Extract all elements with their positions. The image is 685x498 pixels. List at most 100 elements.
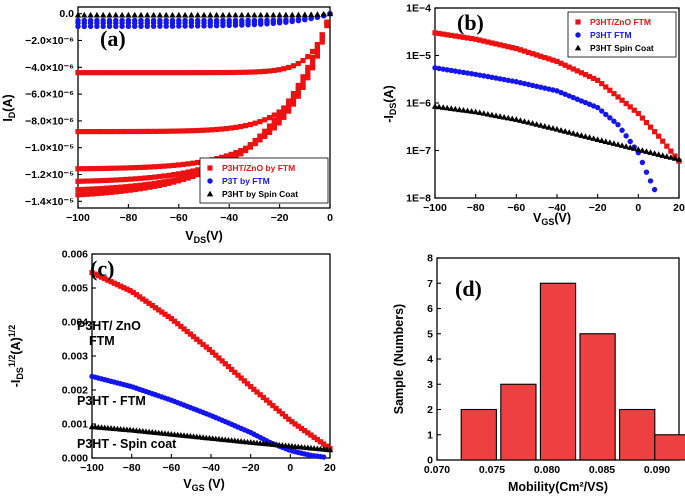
data-point xyxy=(480,110,487,116)
data-point xyxy=(213,22,220,29)
data-point xyxy=(106,11,113,18)
x-axis-label: VDS(V) xyxy=(185,229,223,245)
data-point xyxy=(558,89,564,96)
data-point xyxy=(195,172,201,178)
data-point xyxy=(305,74,311,81)
x-tick-label: −20 xyxy=(589,202,607,214)
data-point xyxy=(113,177,119,183)
data-point xyxy=(132,186,139,193)
data-point xyxy=(161,179,167,185)
data-point xyxy=(106,23,113,30)
data-point xyxy=(108,128,115,135)
data-point xyxy=(542,85,548,91)
data-point xyxy=(117,283,124,289)
data-point xyxy=(121,285,127,291)
data-point xyxy=(643,148,650,154)
data-point xyxy=(142,182,148,188)
x-tick-label: −40 xyxy=(220,212,238,224)
data-point xyxy=(271,121,277,127)
data-point xyxy=(623,133,629,139)
data-point xyxy=(257,392,263,398)
data-point xyxy=(550,87,556,93)
data-point xyxy=(84,70,91,76)
data-point xyxy=(152,70,158,76)
data-point xyxy=(204,70,210,76)
data-point xyxy=(118,188,124,194)
data-point xyxy=(513,45,519,52)
data-point xyxy=(75,178,81,184)
data-point xyxy=(214,126,220,133)
data-point xyxy=(252,69,258,75)
data-point xyxy=(271,67,277,74)
annotation: P3HT - FTM xyxy=(77,394,146,408)
data-point xyxy=(94,186,100,192)
x-tick-label: −60 xyxy=(170,212,188,224)
data-point xyxy=(603,84,609,90)
data-point xyxy=(321,441,327,447)
histogram-bar xyxy=(500,383,537,461)
data-point xyxy=(180,170,186,176)
data-point xyxy=(290,94,297,100)
data-point xyxy=(481,38,487,44)
x-tick-label: −20 xyxy=(271,212,289,224)
data-point xyxy=(229,366,235,373)
data-point xyxy=(276,20,283,26)
data-point xyxy=(108,177,115,183)
data-point xyxy=(247,121,253,128)
data-point xyxy=(460,69,467,76)
data-point xyxy=(242,69,249,75)
data-point xyxy=(144,23,150,30)
data-point xyxy=(606,139,614,145)
data-point xyxy=(545,124,553,130)
data-point xyxy=(607,115,613,121)
data-point xyxy=(201,23,207,29)
data-point xyxy=(147,70,153,76)
y-tick-label: 0.001 xyxy=(62,419,88,431)
data-point xyxy=(484,110,492,117)
data-point xyxy=(140,296,146,302)
data-point xyxy=(497,42,503,48)
data-point xyxy=(241,378,247,384)
x-tick-label: 0 xyxy=(635,202,641,214)
data-point xyxy=(146,300,152,306)
data-point xyxy=(602,138,609,144)
data-point xyxy=(289,419,295,425)
data-point xyxy=(238,149,244,155)
data-point xyxy=(156,163,162,170)
data-point xyxy=(270,403,276,409)
data-point xyxy=(444,104,451,111)
data-point xyxy=(505,114,512,121)
data-point xyxy=(295,86,301,92)
data-point xyxy=(108,70,115,76)
data-point xyxy=(448,67,454,74)
data-point xyxy=(182,23,188,29)
data-point xyxy=(185,169,191,175)
panel-d-mobility-histogram: 0.070 0.075 0.080 0.085 0.090 0 1 2 3 4 5 6 7 8 (d) Mob… xyxy=(392,253,685,494)
data-point xyxy=(226,22,232,29)
y-tick-label: −4.0×10⁻⁶ xyxy=(25,62,74,74)
data-point xyxy=(533,121,540,127)
data-point xyxy=(262,128,268,134)
data-point xyxy=(290,90,297,97)
y-tick-label: −2.0×10⁻⁶ xyxy=(25,35,74,47)
data-point xyxy=(627,104,633,110)
data-point xyxy=(111,280,117,286)
data-point xyxy=(257,133,263,139)
data-point xyxy=(180,161,186,168)
data-point xyxy=(660,138,666,144)
data-point xyxy=(300,84,306,90)
y-tick-label: 1 xyxy=(427,429,433,441)
data-point xyxy=(300,74,306,80)
data-point xyxy=(100,11,107,18)
data-point xyxy=(144,11,151,18)
data-point xyxy=(262,68,268,74)
data-point xyxy=(94,23,100,30)
data-point xyxy=(125,23,132,30)
data-point xyxy=(257,136,263,142)
x-tick-label: −100 xyxy=(423,202,447,214)
data-point xyxy=(75,187,81,193)
data-point xyxy=(75,192,81,198)
data-point xyxy=(251,21,258,28)
data-point xyxy=(472,71,479,78)
data-point xyxy=(656,133,662,139)
